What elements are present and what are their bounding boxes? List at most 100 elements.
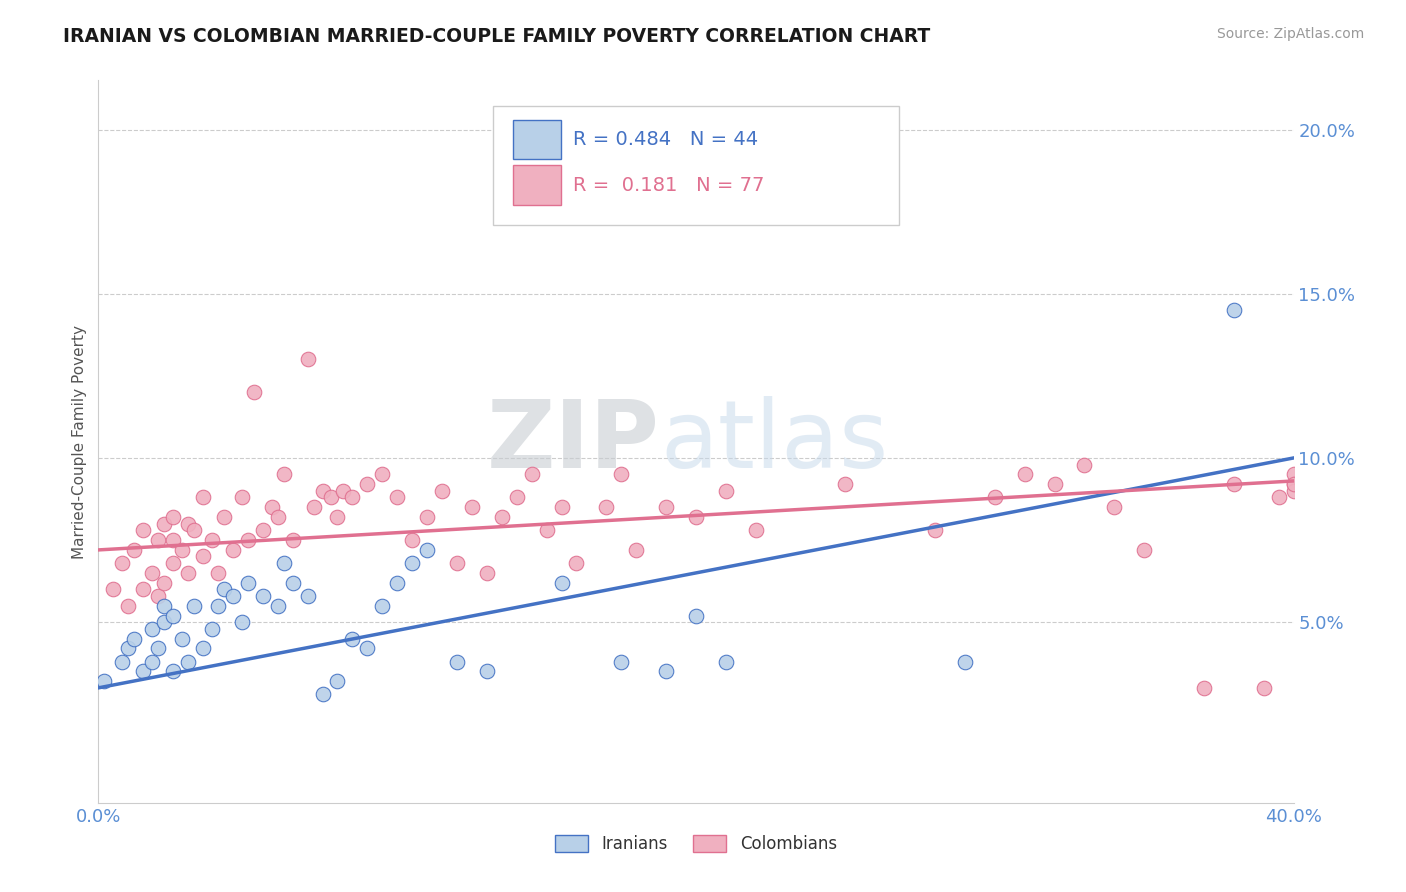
Point [610, 467, 633, 482]
Point [148, 533, 170, 547]
Point [475, 665, 498, 679]
Point [141, 622, 163, 636]
Point [446, 655, 468, 669]
Point [207, 566, 229, 580]
Point [332, 483, 354, 498]
Point [1282, 483, 1305, 498]
Point [260, 500, 283, 515]
Point [371, 599, 394, 613]
Point [953, 655, 976, 669]
Point [1014, 467, 1036, 482]
Point [321, 491, 343, 505]
Point [1104, 500, 1126, 515]
Point [281, 575, 304, 590]
Point [1267, 491, 1289, 505]
Text: R = 0.484   N = 44: R = 0.484 N = 44 [572, 130, 758, 149]
Point [385, 575, 409, 590]
Point [201, 622, 224, 636]
Point [132, 523, 155, 537]
Point [212, 510, 235, 524]
Point [172, 542, 194, 557]
Point [252, 523, 274, 537]
Point [141, 566, 163, 580]
Text: IRANIAN VS COLOMBIAN MARRIED-COUPLE FAMILY POVERTY CORRELATION CHART: IRANIAN VS COLOMBIAN MARRIED-COUPLE FAMI… [63, 27, 931, 45]
Point [1282, 467, 1305, 482]
Text: R =  0.181   N = 77: R = 0.181 N = 77 [572, 176, 765, 194]
Point [416, 510, 439, 524]
Y-axis label: Married-Couple Family Poverty: Married-Couple Family Poverty [72, 325, 87, 558]
Point [326, 510, 349, 524]
Point [1223, 303, 1246, 318]
Point [550, 575, 572, 590]
Point [356, 641, 378, 656]
Point [714, 483, 737, 498]
Point [124, 542, 146, 557]
Point [1282, 477, 1305, 491]
Point [297, 589, 319, 603]
Point [1073, 458, 1095, 472]
Point [536, 523, 558, 537]
Point [153, 516, 176, 531]
FancyBboxPatch shape [494, 105, 900, 225]
Point [356, 477, 378, 491]
Point [385, 491, 409, 505]
Point [714, 655, 737, 669]
Point [231, 615, 253, 630]
Point [162, 665, 184, 679]
Point [153, 615, 176, 630]
Text: Source: ZipAtlas.com: Source: ZipAtlas.com [1216, 27, 1364, 41]
Point [446, 556, 468, 570]
Point [222, 589, 245, 603]
Point [475, 566, 498, 580]
Point [401, 556, 423, 570]
Point [243, 385, 266, 400]
Point [236, 533, 259, 547]
Point [655, 665, 678, 679]
Point [371, 467, 394, 482]
Point [1043, 477, 1066, 491]
Point [153, 599, 176, 613]
Point [191, 549, 214, 564]
Point [222, 542, 245, 557]
Point [924, 523, 946, 537]
Point [1192, 681, 1215, 695]
Point [685, 608, 707, 623]
Point [834, 477, 856, 491]
Point [111, 655, 134, 669]
Point [162, 533, 184, 547]
Point [273, 556, 295, 570]
Point [1253, 681, 1275, 695]
Point [281, 533, 304, 547]
Point [520, 467, 543, 482]
Point [252, 589, 274, 603]
Point [183, 523, 205, 537]
Text: atlas: atlas [661, 395, 889, 488]
Point [177, 566, 200, 580]
Point [565, 556, 588, 570]
Point [745, 523, 768, 537]
Point [93, 674, 115, 689]
Point [117, 641, 139, 656]
Point [311, 687, 333, 701]
Legend: Iranians, Colombians: Iranians, Colombians [548, 828, 844, 860]
FancyBboxPatch shape [513, 120, 561, 160]
Point [132, 665, 155, 679]
Point [148, 641, 170, 656]
Point [1282, 477, 1305, 491]
Point [148, 589, 170, 603]
Point [172, 632, 194, 646]
Point [273, 467, 295, 482]
Point [461, 500, 484, 515]
Point [153, 575, 176, 590]
Point [430, 483, 453, 498]
Point [111, 556, 134, 570]
Point [302, 500, 325, 515]
Point [162, 608, 184, 623]
Point [685, 510, 707, 524]
Point [506, 491, 529, 505]
Point [267, 599, 290, 613]
Point [984, 491, 1007, 505]
Point [267, 510, 290, 524]
Point [491, 510, 513, 524]
Point [610, 655, 633, 669]
